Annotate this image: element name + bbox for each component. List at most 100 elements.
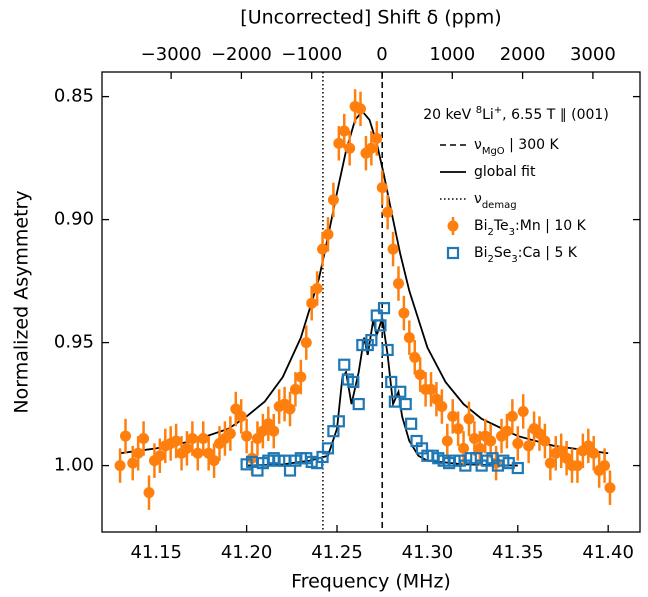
data-point — [306, 297, 318, 309]
data-point — [289, 383, 301, 395]
data-point — [338, 125, 350, 137]
y-tick-label: 0.90 — [54, 209, 94, 230]
text-part: 20 keV — [423, 107, 476, 123]
data-point — [327, 194, 339, 206]
text-part: 3 — [511, 254, 517, 265]
data-point — [208, 455, 220, 467]
data-point — [517, 405, 529, 417]
data-point — [403, 332, 415, 344]
data-point — [387, 243, 399, 255]
data-point — [197, 433, 209, 445]
text-part: Te — [493, 218, 509, 234]
legend-text: global fit — [474, 164, 536, 180]
legend-marker — [446, 246, 460, 260]
text-part: + — [494, 105, 502, 116]
text-part: ν — [474, 191, 482, 207]
legend-text: Bi2Te3:Mn | 10 K — [474, 218, 587, 238]
data-point — [127, 457, 139, 469]
text-part: , 6.55 T ∥ (001) — [502, 107, 609, 123]
text-part: :Mn | 10 K — [515, 218, 587, 234]
data-point — [539, 435, 551, 447]
data-point — [371, 132, 383, 144]
x-axis-label: Frequency (MHz) — [291, 571, 451, 593]
data-point — [321, 442, 335, 455]
text-part: Bi — [474, 218, 488, 234]
data-point — [347, 375, 360, 389]
data-point — [120, 430, 132, 442]
x-tick-label: 41.40 — [582, 542, 634, 563]
data-point — [317, 243, 329, 255]
x-tick-label: 41.15 — [130, 542, 182, 563]
data-point — [374, 319, 387, 332]
data-point — [295, 371, 307, 383]
x-tick-label: 41.35 — [492, 542, 544, 563]
data-point — [425, 383, 437, 395]
data-point — [501, 425, 513, 437]
data-point — [382, 206, 394, 218]
data-point — [398, 307, 410, 319]
y-tick-label: 0.85 — [54, 86, 94, 107]
data-point — [300, 337, 312, 349]
data-point — [338, 358, 351, 371]
data-point — [332, 415, 345, 428]
data-point — [414, 369, 426, 381]
data-point — [405, 417, 418, 430]
data-point — [143, 487, 155, 499]
legend-text: νMgO | 300 K — [474, 137, 559, 157]
data-point — [588, 447, 600, 459]
data-point — [571, 460, 583, 472]
data-point — [355, 103, 367, 115]
data-point — [365, 142, 377, 154]
data-point — [474, 442, 486, 454]
data-point — [268, 425, 280, 437]
text-part: 2 — [488, 254, 494, 265]
data-point — [485, 435, 497, 447]
data-point — [436, 401, 448, 413]
data-point — [224, 428, 236, 440]
data-point — [463, 413, 475, 425]
text-part: Se — [494, 245, 512, 261]
data-point — [452, 423, 464, 435]
text-part: ν — [474, 137, 482, 153]
x-tick-label: 41.30 — [402, 542, 454, 563]
y-tick-label: 0.95 — [54, 332, 94, 353]
data-point — [370, 309, 383, 322]
data-point — [284, 403, 296, 415]
text-part: 8 — [476, 105, 482, 116]
legend-text: νdemag — [474, 191, 517, 211]
data-point — [394, 385, 407, 398]
data-point — [458, 442, 470, 454]
plot-frame — [101, 71, 641, 533]
data-point — [441, 435, 453, 447]
x2-tick-label: −2000 — [211, 44, 272, 65]
text-part: | 300 K — [505, 137, 560, 153]
data-point — [399, 397, 412, 411]
data-point — [506, 410, 518, 422]
text-part: Li — [482, 107, 494, 123]
x2-tick-label: −3000 — [141, 44, 202, 65]
data-point — [132, 447, 144, 459]
data-point — [138, 433, 150, 445]
data-point — [544, 457, 556, 469]
data-point — [344, 142, 356, 154]
text-part: demag — [482, 200, 517, 211]
data-point — [235, 410, 247, 422]
data-point — [604, 482, 616, 494]
data-point — [599, 460, 611, 472]
series — [240, 302, 524, 477]
data-point — [192, 447, 204, 459]
text-part: 2 — [488, 227, 494, 238]
data-point — [447, 410, 459, 422]
data-point — [154, 450, 166, 462]
data-point — [283, 464, 297, 477]
data-point — [170, 435, 182, 447]
text-part: MgO — [482, 146, 505, 157]
data-point — [333, 137, 345, 149]
data-point — [241, 430, 253, 442]
legend-marker — [447, 220, 459, 232]
text-part: :Ca | 5 K — [518, 245, 578, 261]
data-point — [365, 334, 378, 347]
data-point — [409, 351, 421, 363]
x2-tick-label: 3000 — [570, 44, 616, 65]
text-part: 3 — [509, 227, 515, 238]
